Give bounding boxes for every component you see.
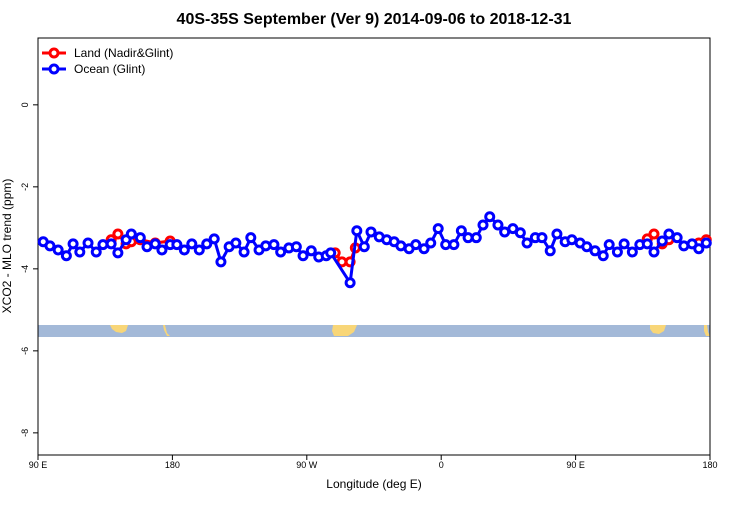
data-point xyxy=(290,241,302,253)
data-point xyxy=(470,232,482,244)
land-shape xyxy=(110,325,128,333)
legend-label: Land (Nadir&Glint) xyxy=(74,46,173,60)
y-tick-label: -4 xyxy=(20,265,30,273)
x-axis-label: Longitude (deg E) xyxy=(326,477,421,491)
data-point xyxy=(297,250,309,262)
data-point xyxy=(448,239,460,251)
data-point xyxy=(603,239,615,251)
data-point xyxy=(171,239,183,251)
land-shape xyxy=(650,325,666,334)
data-point xyxy=(105,238,117,250)
data-point xyxy=(618,238,630,250)
data-point xyxy=(581,241,593,253)
chart-title: 40S-35S September (Ver 9) 2014-09-06 to … xyxy=(177,11,572,28)
legend-marker xyxy=(48,47,60,59)
land-shape xyxy=(163,325,170,336)
land-shape xyxy=(332,325,357,336)
data-point xyxy=(178,244,190,256)
data-point xyxy=(134,232,146,244)
data-point xyxy=(268,239,280,251)
data-point xyxy=(90,246,102,258)
data-point xyxy=(410,239,422,251)
data-point xyxy=(648,228,660,240)
y-tick-label: 0 xyxy=(20,102,30,107)
data-point xyxy=(663,228,675,240)
x-tick-label: 90 E xyxy=(29,460,48,470)
data-point xyxy=(648,246,660,258)
data-point xyxy=(432,223,444,235)
data-point xyxy=(215,256,227,268)
land-shape xyxy=(704,325,710,336)
data-point xyxy=(208,233,220,245)
data-point xyxy=(82,237,94,249)
data-point xyxy=(125,228,137,240)
data-point xyxy=(514,227,526,239)
data-point xyxy=(60,250,72,262)
data-point xyxy=(260,240,272,252)
data-point xyxy=(492,219,504,231)
data-point xyxy=(597,250,609,262)
data-point xyxy=(544,245,556,257)
x-tick-label: 0 xyxy=(439,460,444,470)
x-tick-label: 90 W xyxy=(296,460,318,470)
data-point xyxy=(52,244,64,256)
data-point xyxy=(455,225,467,237)
legend-label: Ocean (Glint) xyxy=(74,62,145,76)
data-point xyxy=(245,232,257,244)
data-point xyxy=(112,247,124,259)
y-axis-label: XCO2 - MLO trend (ppm) xyxy=(0,179,14,314)
x-tick-label: 180 xyxy=(702,460,717,470)
data-point xyxy=(238,246,250,258)
data-point xyxy=(230,237,242,249)
legend-marker xyxy=(48,63,60,75)
data-point xyxy=(536,232,548,244)
data-point xyxy=(44,240,56,252)
data-point xyxy=(305,245,317,257)
data-point xyxy=(686,238,698,250)
legend: Land (Nadir&Glint) Ocean (Glint) xyxy=(42,46,173,76)
y-tick-label: -8 xyxy=(20,429,30,437)
data-point xyxy=(186,238,198,250)
x-tick-label: 180 xyxy=(165,460,180,470)
data-point xyxy=(611,246,623,258)
y-tick-label: -6 xyxy=(20,347,30,355)
data-point xyxy=(551,228,563,240)
data-point xyxy=(351,225,363,237)
data-point xyxy=(74,246,86,258)
data-point xyxy=(484,211,496,223)
y-tick-label: -2 xyxy=(20,183,30,191)
data-point xyxy=(201,238,213,250)
data-point xyxy=(626,246,638,258)
data-point xyxy=(344,277,356,289)
data-point xyxy=(418,243,430,255)
data-point xyxy=(589,245,601,257)
data-point xyxy=(149,238,161,250)
data-point xyxy=(67,238,79,250)
data-point xyxy=(671,232,683,244)
data-point xyxy=(275,246,287,258)
data-point xyxy=(365,226,377,238)
data-point xyxy=(156,244,168,256)
data-point xyxy=(693,243,705,255)
data-point xyxy=(521,237,533,249)
series xyxy=(37,211,712,289)
data-point xyxy=(193,244,205,256)
data-point xyxy=(656,235,668,247)
data-point xyxy=(325,247,337,259)
x-tick-label: 90 E xyxy=(566,460,585,470)
data-point xyxy=(641,238,653,250)
data-point xyxy=(700,237,712,249)
data-point xyxy=(358,241,370,253)
land-mask xyxy=(38,325,710,337)
data-point xyxy=(477,219,489,231)
data-point xyxy=(425,237,437,249)
latitude-band xyxy=(38,325,710,337)
data-point xyxy=(112,228,124,240)
